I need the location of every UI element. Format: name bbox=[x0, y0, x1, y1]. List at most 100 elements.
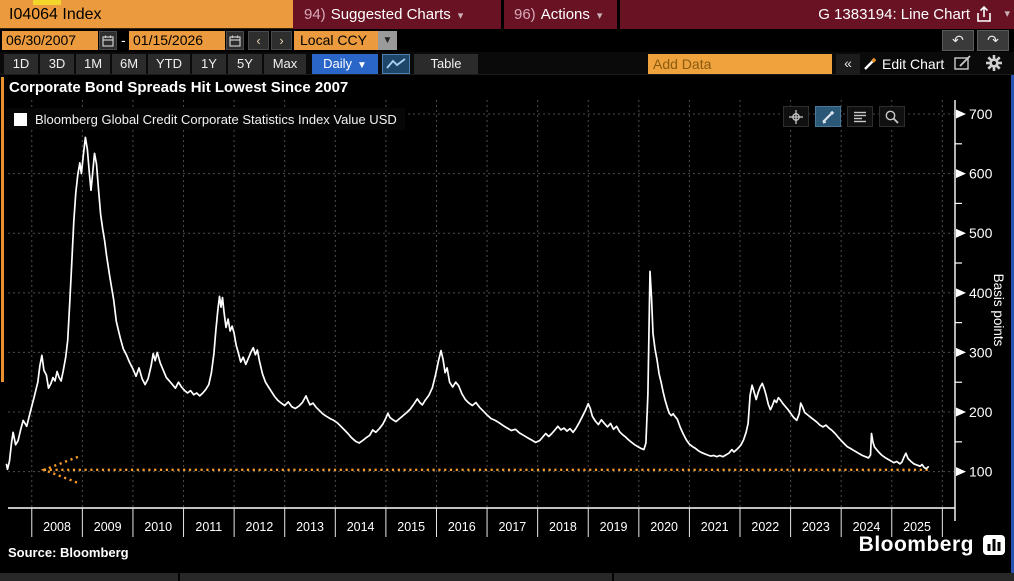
year-tick-label: 2015 bbox=[397, 520, 425, 534]
table-label: Table bbox=[430, 56, 462, 71]
currency-dropdown-button[interactable]: ▼ bbox=[378, 31, 397, 50]
frequency-dropdown[interactable]: Daily ▼ bbox=[312, 54, 378, 74]
scroll-forward-button[interactable]: › bbox=[271, 31, 292, 50]
y-tick-label: 500 bbox=[969, 225, 993, 241]
zoom-tool-button[interactable] bbox=[879, 106, 905, 127]
menu-divider bbox=[617, 0, 620, 29]
spread-line-chart[interactable]: 2008 2009 2010 2011 2012 2013 2014 2015 2016 2017… bbox=[0, 75, 1014, 573]
year-tick-label: 2017 bbox=[498, 520, 526, 534]
news-icon bbox=[854, 111, 866, 122]
x-axis-labels: 2008 2009 2010 2011 2012 2013 2014 2015 2016 2017… bbox=[43, 520, 931, 534]
menu-divider bbox=[501, 0, 504, 29]
year-tick-label: 2014 bbox=[347, 520, 375, 534]
table-view-button[interactable]: Table bbox=[414, 54, 478, 74]
start-date-calendar-button[interactable] bbox=[99, 31, 117, 50]
legend[interactable]: Bloomberg Global Credit Corporate Statis… bbox=[6, 108, 405, 130]
start-date-value: 06/30/2007 bbox=[6, 32, 77, 48]
year-tick-label: 2018 bbox=[549, 520, 577, 534]
annotate-tool-button[interactable] bbox=[815, 106, 841, 127]
period-button-1d[interactable]: 1D bbox=[4, 54, 38, 74]
chevron-down-icon: ▼ bbox=[357, 60, 367, 71]
redo-button[interactable]: ↷ bbox=[977, 30, 1009, 51]
edit-chart-button[interactable]: Edit Chart bbox=[862, 54, 944, 74]
line-chart-icon bbox=[386, 58, 406, 69]
settings-button[interactable] bbox=[981, 54, 1007, 74]
actions-number: 96) bbox=[514, 6, 536, 23]
redo-icon: ↷ bbox=[987, 32, 999, 48]
currency-selector[interactable]: Local CCY bbox=[294, 31, 378, 50]
cursor-highlight bbox=[33, 0, 61, 5]
y-tick-label: 300 bbox=[969, 344, 993, 360]
source-note: Source: Bloomberg bbox=[8, 545, 129, 560]
y-axis-labels: 100 200 300 400 500 600 700 bbox=[969, 106, 993, 480]
grid-vertical bbox=[31, 100, 943, 507]
magnifier-icon bbox=[885, 110, 899, 124]
year-tick-label: 2022 bbox=[751, 520, 779, 534]
collapse-panel-button[interactable]: « bbox=[836, 54, 860, 74]
year-tick-label: 2013 bbox=[296, 520, 324, 534]
chevron-down-icon: ▾ bbox=[457, 10, 464, 22]
year-tick-label: 2025 bbox=[903, 520, 931, 534]
calendar-icon bbox=[229, 35, 241, 47]
security-ticker: I04064 Index bbox=[9, 6, 102, 23]
crosshair-tool-button[interactable] bbox=[783, 106, 809, 127]
y-tick-label: 400 bbox=[969, 285, 993, 301]
annotate-button[interactable] bbox=[950, 54, 976, 74]
actions-label: Actions bbox=[540, 6, 590, 23]
low-level-annotation bbox=[40, 455, 929, 484]
x-axis bbox=[8, 507, 955, 537]
scroll-back-button[interactable]: ‹ bbox=[248, 31, 269, 50]
currency-value: Local CCY bbox=[300, 32, 367, 48]
y-axis bbox=[954, 100, 966, 521]
undo-button[interactable]: ↶ bbox=[942, 30, 974, 51]
chart-title: Corporate Bond Spreads Hit Lowest Since … bbox=[9, 79, 349, 96]
year-tick-label: 2021 bbox=[701, 520, 729, 534]
strip-divider bbox=[612, 573, 614, 581]
pencil-icon bbox=[822, 110, 835, 124]
collapse-icon: « bbox=[844, 55, 852, 71]
period-button-6m[interactable]: 6M bbox=[112, 54, 146, 74]
y-tick-label: 700 bbox=[969, 106, 993, 122]
period-button-max[interactable]: Max bbox=[264, 54, 306, 74]
year-tick-label: 2009 bbox=[94, 520, 122, 534]
export-menu-caret[interactable]: ▾ bbox=[1004, 8, 1010, 20]
annotate-icon bbox=[954, 55, 971, 70]
suggested-charts-label: Suggested Charts bbox=[330, 6, 451, 23]
chart-id-label: G 1383194: Line Chart bbox=[818, 6, 970, 23]
edit-chart-label: Edit Chart bbox=[882, 56, 945, 72]
legend-label: Bloomberg Global Credit Corporate Statis… bbox=[35, 111, 397, 127]
period-button-ytd[interactable]: YTD bbox=[148, 54, 190, 74]
period-button-5y[interactable]: 5Y bbox=[228, 54, 262, 74]
bloomberg-logo-icon bbox=[983, 535, 1005, 555]
suggested-charts-number: 94) bbox=[304, 6, 326, 23]
year-tick-label: 2011 bbox=[195, 520, 222, 534]
strip-divider bbox=[178, 573, 180, 581]
bloomberg-wordmark: Bloomberg bbox=[858, 533, 974, 556]
line-chart-type-button[interactable] bbox=[382, 54, 410, 74]
period-button-1y[interactable]: 1Y bbox=[192, 54, 226, 74]
news-tool-button[interactable] bbox=[847, 106, 873, 127]
frequency-value: Daily bbox=[323, 56, 352, 71]
period-button-3d[interactable]: 3D bbox=[40, 54, 74, 74]
chart-mini-toolbar bbox=[783, 106, 905, 127]
end-date-value: 01/15/2026 bbox=[133, 32, 204, 48]
year-tick-label: 2023 bbox=[802, 520, 830, 534]
y-axis-title: Basis points bbox=[991, 274, 1006, 347]
export-button[interactable] bbox=[974, 4, 994, 24]
add-data-input[interactable] bbox=[648, 54, 832, 74]
suggested-charts-menu[interactable]: 94) Suggested Charts ▾ bbox=[304, 0, 463, 29]
chevron-down-icon: ▼ bbox=[382, 35, 393, 46]
actions-menu[interactable]: 96) Actions ▾ bbox=[514, 0, 602, 29]
start-date-field[interactable]: 06/30/2007 bbox=[2, 31, 98, 50]
chart-panel: 2008 2009 2010 2011 2012 2013 2014 2015 2016 2017… bbox=[0, 75, 1014, 573]
end-date-field[interactable]: 01/15/2026 bbox=[129, 31, 225, 50]
year-tick-label: 2010 bbox=[144, 520, 172, 534]
y-tick-label: 600 bbox=[969, 166, 993, 182]
period-button-1m[interactable]: 1M bbox=[76, 54, 110, 74]
end-date-calendar-button[interactable] bbox=[226, 31, 244, 50]
undo-icon: ↶ bbox=[952, 32, 964, 48]
y-tick-label: 200 bbox=[969, 404, 993, 420]
series-line bbox=[5, 136, 930, 471]
period-buttons: 1D 3D 1M 6M YTD 1Y 5Y Max bbox=[4, 54, 306, 74]
